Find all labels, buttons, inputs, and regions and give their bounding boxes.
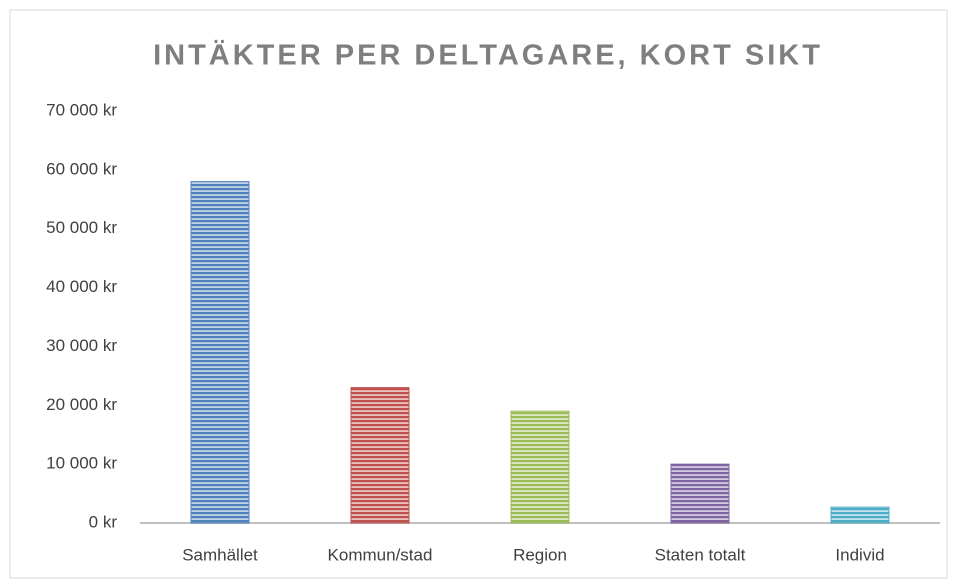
x-tick-label: Staten totalt [655, 545, 746, 564]
y-tick-label: 60 000 kr [46, 159, 117, 178]
x-tick-label: Kommun/stad [328, 545, 433, 564]
chart-frame [9, 9, 948, 579]
x-tick-label: Samhället [182, 545, 258, 564]
y-tick-label: 20 000 kr [46, 395, 117, 414]
x-tick-label: Individ [835, 545, 884, 564]
y-tick-label: 30 000 kr [46, 336, 117, 355]
bar [510, 410, 570, 524]
y-tick-label: 70 000 kr [46, 100, 117, 119]
y-tick-label: 40 000 kr [46, 277, 117, 296]
bar [350, 387, 410, 524]
y-tick-label: 0 kr [89, 512, 118, 531]
bar [670, 463, 730, 524]
bar [190, 181, 250, 524]
y-tick-label: 50 000 kr [46, 218, 117, 237]
bar [830, 506, 890, 524]
x-tick-label: Region [513, 545, 567, 564]
y-tick-label: 10 000 kr [46, 454, 117, 473]
chart-title: INTÄKTER PER DELTAGARE, KORT SIKT [153, 39, 823, 72]
